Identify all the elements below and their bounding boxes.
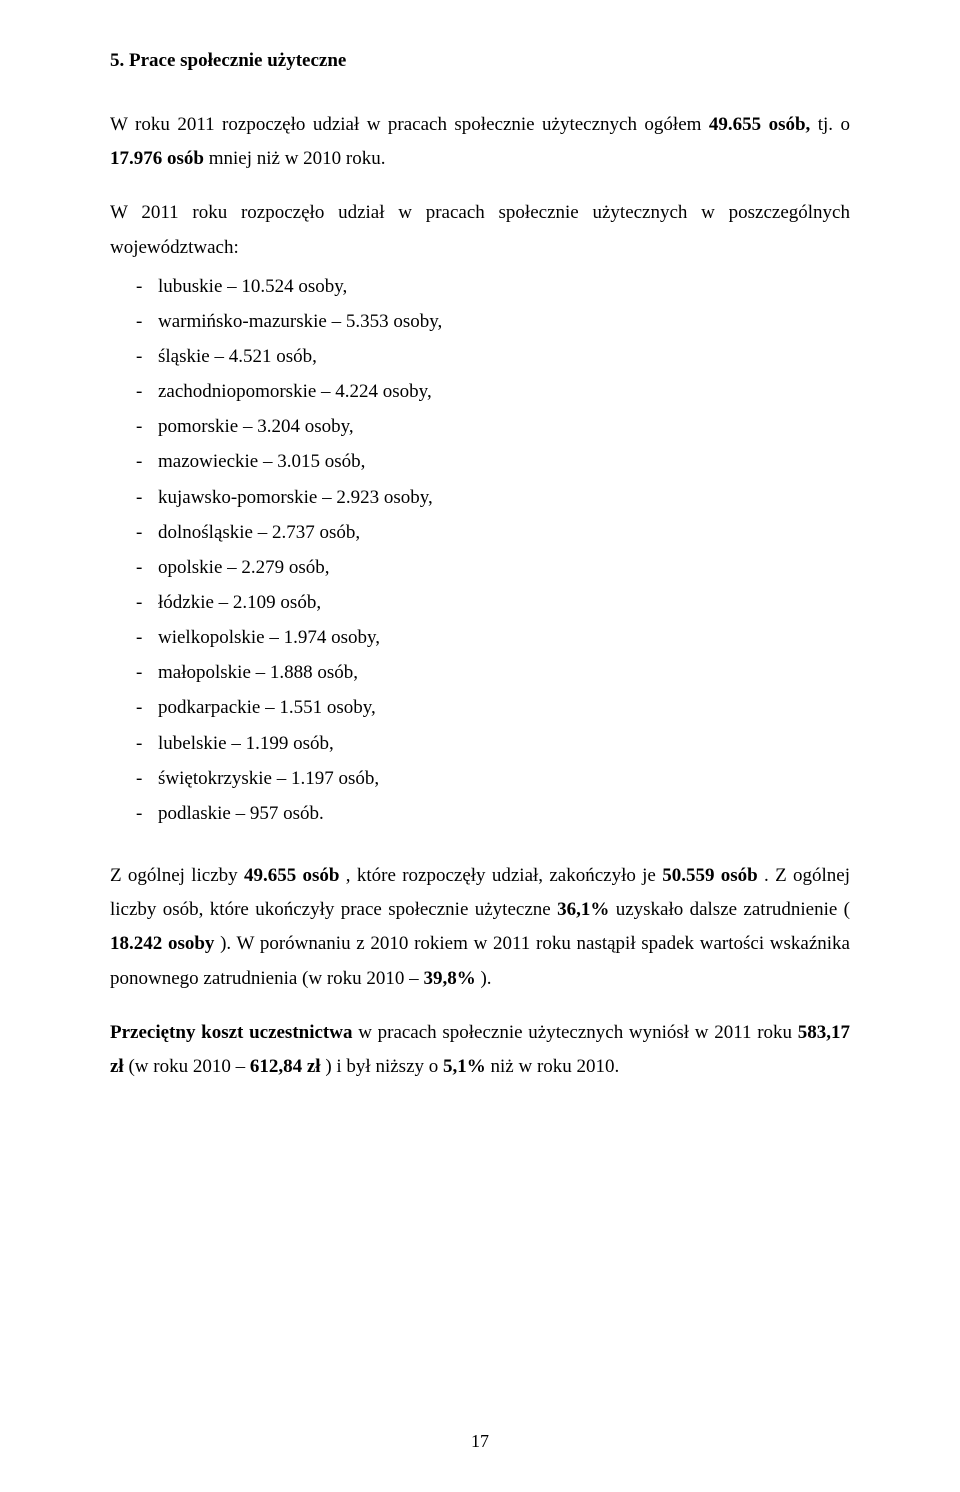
delta-count: 17.976 osób — [110, 148, 204, 169]
text: tj. o — [818, 114, 850, 135]
cost-paragraph: Przeciętny koszt uczestnictwa w pracach … — [110, 1016, 850, 1084]
summary-finished: 50.559 osób — [662, 865, 758, 886]
cost-delta: 5,1% — [443, 1056, 486, 1077]
region-list: lubuskie – 10.524 osoby, warmińsko-mazur… — [110, 269, 850, 831]
list-item: warmińsko-mazurskie – 5.353 osoby, — [110, 304, 850, 339]
list-item: łódzkie – 2.109 osób, — [110, 585, 850, 620]
summary-employed: 18.242 osoby — [110, 933, 214, 954]
text: Z ogólnej liczby — [110, 865, 244, 886]
list-item: świętokrzyskie – 1.197 osób, — [110, 761, 850, 796]
text: (w roku 2010 – — [128, 1056, 249, 1077]
list-item: wielkopolskie – 1.974 osoby, — [110, 620, 850, 655]
cost-2010: 612,84 zł — [250, 1056, 321, 1077]
list-item: dolnośląskie – 2.737 osób, — [110, 515, 850, 550]
text: uzyskało dalsze zatrudnienie ( — [616, 899, 850, 920]
intro-paragraph: W roku 2011 rozpoczęło udział w pracach … — [110, 108, 850, 176]
page-number: 17 — [0, 1431, 960, 1452]
summary-total: 49.655 osób — [244, 865, 340, 886]
text: ) i był niższy o — [325, 1056, 443, 1077]
text: niż w roku 2010. — [491, 1056, 620, 1077]
list-item: lubuskie – 10.524 osoby, — [110, 269, 850, 304]
document-page: 5. Prace społecznie użyteczne W roku 201… — [0, 0, 960, 1492]
total-started: 49.655 osób, — [709, 114, 810, 135]
summary-paragraph: Z ogólnej liczby 49.655 osób , które roz… — [110, 859, 850, 996]
list-intro-paragraph: W 2011 roku rozpoczęło udział w pracach … — [110, 196, 850, 264]
list-item: lubelskie – 1.199 osób, — [110, 726, 850, 761]
list-item: pomorskie – 3.204 osoby, — [110, 409, 850, 444]
text: , które rozpoczęły udział, zakończyło je — [346, 865, 662, 886]
list-item: podkarpackie – 1.551 osoby, — [110, 690, 850, 725]
cost-label: Przeciętny koszt uczestnictwa — [110, 1022, 352, 1043]
section-heading: 5. Prace społecznie użyteczne — [110, 50, 850, 72]
list-item: podlaskie – 957 osób. — [110, 796, 850, 831]
list-item: opolskie – 2.279 osób, — [110, 550, 850, 585]
summary-prev-percent: 39,8% — [423, 968, 475, 989]
list-item: śląskie – 4.521 osób, — [110, 339, 850, 374]
list-item: mazowieckie – 3.015 osób, — [110, 444, 850, 479]
list-item: małopolskie – 1.888 osób, — [110, 655, 850, 690]
text: mniej niż w 2010 roku. — [209, 148, 386, 169]
text: W roku 2011 rozpoczęło udział w pracach … — [110, 114, 709, 135]
text: w pracach społecznie użytecznych wyniósł… — [358, 1022, 798, 1043]
list-item: zachodniopomorskie – 4.224 osoby, — [110, 374, 850, 409]
summary-percent: 36,1% — [557, 899, 609, 920]
list-item: kujawsko-pomorskie – 2.923 osoby, — [110, 480, 850, 515]
text: ). — [480, 968, 491, 989]
